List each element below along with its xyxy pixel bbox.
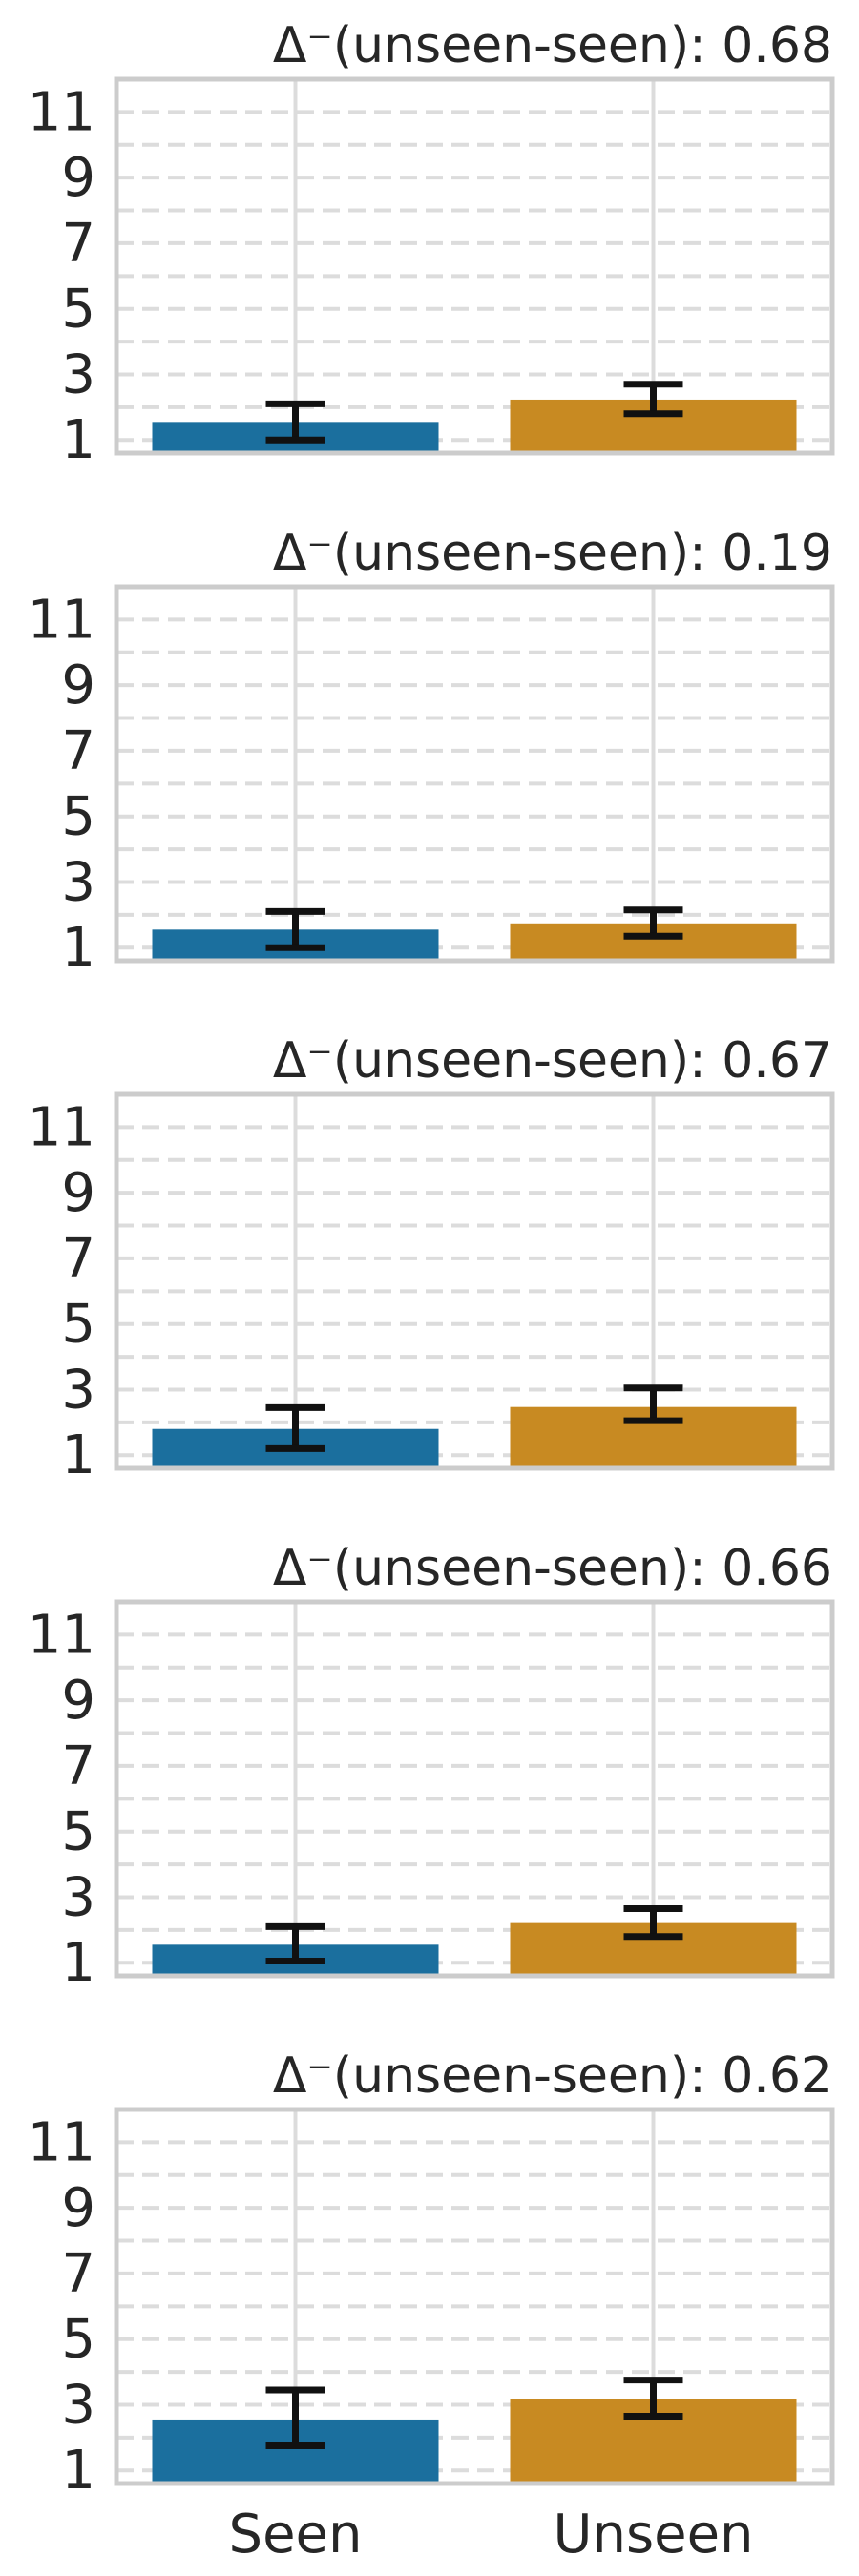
y-tick-label: 3 xyxy=(61,1359,95,1421)
y-tick-label: 3 xyxy=(61,343,95,405)
error-bar-seen xyxy=(265,1922,325,1965)
y-tick-label: 9 xyxy=(61,147,95,209)
error-bar-unseen xyxy=(623,1384,683,1424)
y-tick-label: 7 xyxy=(61,213,95,275)
x-tick-label: Unseen xyxy=(553,2503,753,2566)
y-tick-label: 9 xyxy=(61,1670,95,1732)
error-bar-unseen xyxy=(623,381,683,418)
y-tick-label: 7 xyxy=(61,2243,95,2305)
y-tick-label: 11 xyxy=(28,81,95,143)
axes-frame xyxy=(114,76,835,456)
y-tick-label: 9 xyxy=(61,2177,95,2239)
y-tick-label: 7 xyxy=(61,1735,95,1797)
subplot-title: Δ⁻(unseen-seen): 0.62 xyxy=(273,2047,832,2105)
error-bar-seen xyxy=(265,400,325,444)
axes-frame xyxy=(114,2107,835,2486)
y-tick-label: 1 xyxy=(61,917,95,979)
y-tick-label: 11 xyxy=(28,1096,95,1158)
y-tick-label: 7 xyxy=(61,720,95,782)
axes-frame xyxy=(114,584,835,964)
subplot-title: Δ⁻(unseen-seen): 0.68 xyxy=(273,17,832,74)
y-tick-label: 11 xyxy=(28,2111,95,2173)
y-tick-label: 11 xyxy=(28,1604,95,1666)
axes-frame xyxy=(114,1091,835,1471)
y-tick-label: 1 xyxy=(61,1424,95,1486)
y-tick-label: 5 xyxy=(61,786,95,848)
y-tick-label: 5 xyxy=(61,2309,95,2371)
subplot-title: Δ⁻(unseen-seen): 0.67 xyxy=(273,1032,832,1090)
error-bar-unseen xyxy=(623,2377,683,2420)
y-tick-label: 3 xyxy=(61,851,95,913)
y-tick-label: 7 xyxy=(61,1228,95,1290)
y-tick-label: 3 xyxy=(61,1866,95,1928)
subplot-title: Δ⁻(unseen-seen): 0.66 xyxy=(273,1540,832,1597)
y-tick-label: 1 xyxy=(61,1932,95,1994)
y-tick-label: 11 xyxy=(28,589,95,651)
y-tick-label: 1 xyxy=(61,409,95,471)
y-tick-label: 9 xyxy=(61,654,95,717)
y-tick-label: 5 xyxy=(61,1801,95,1863)
error-bar-seen xyxy=(265,2386,325,2449)
y-tick-label: 3 xyxy=(61,2374,95,2436)
axes-frame xyxy=(114,1599,835,1979)
error-bar-unseen xyxy=(623,1905,683,1941)
x-tick-label: Seen xyxy=(229,2503,363,2566)
y-tick-label: 5 xyxy=(61,279,95,341)
y-tick-label: 5 xyxy=(61,1294,95,1356)
subplot-title: Δ⁻(unseen-seen): 0.19 xyxy=(273,525,832,582)
error-bar-seen xyxy=(265,907,325,951)
error-bar-seen xyxy=(265,1403,325,1452)
y-tick-label: 9 xyxy=(61,1162,95,1224)
y-tick-label: 1 xyxy=(61,2440,95,2502)
error-bar-unseen xyxy=(623,906,683,940)
